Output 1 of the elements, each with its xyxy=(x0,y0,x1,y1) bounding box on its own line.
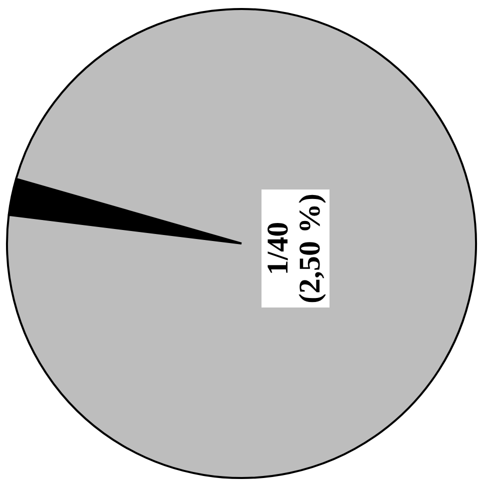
text: 1/40 (2,50 %) xyxy=(261,194,326,304)
